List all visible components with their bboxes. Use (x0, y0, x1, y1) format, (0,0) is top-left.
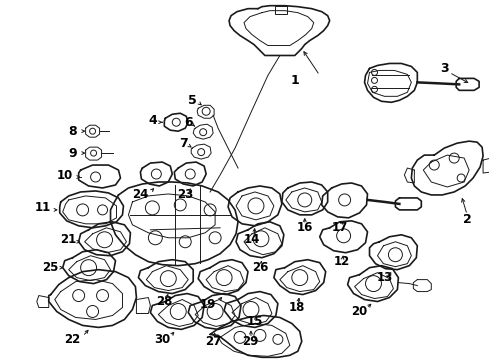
Text: 12: 12 (334, 255, 350, 268)
Text: 5: 5 (188, 94, 196, 107)
Text: 28: 28 (156, 295, 172, 308)
Text: 25: 25 (43, 261, 59, 274)
Text: 2: 2 (463, 213, 471, 226)
Text: 18: 18 (289, 301, 305, 314)
Text: 23: 23 (177, 188, 194, 202)
Text: 3: 3 (440, 62, 448, 75)
Text: 16: 16 (296, 221, 313, 234)
Text: 19: 19 (200, 298, 216, 311)
Text: 15: 15 (247, 315, 263, 328)
Text: 14: 14 (244, 233, 260, 246)
Text: 26: 26 (252, 261, 268, 274)
Text: 1: 1 (291, 74, 299, 87)
Text: 21: 21 (61, 233, 77, 246)
Text: 10: 10 (56, 168, 73, 181)
Text: 17: 17 (332, 221, 348, 234)
Text: 8: 8 (68, 125, 77, 138)
Text: 20: 20 (351, 305, 368, 318)
Text: 29: 29 (242, 335, 258, 348)
Text: 27: 27 (205, 335, 221, 348)
Text: 22: 22 (65, 333, 81, 346)
Text: 7: 7 (179, 137, 188, 150)
Text: 24: 24 (132, 188, 148, 202)
Text: 30: 30 (154, 333, 171, 346)
Text: 6: 6 (184, 116, 193, 129)
Text: 4: 4 (148, 114, 157, 127)
Text: 11: 11 (35, 201, 51, 215)
Text: 13: 13 (376, 271, 392, 284)
Text: 9: 9 (68, 147, 77, 159)
Bar (275, 6, 287, 14)
